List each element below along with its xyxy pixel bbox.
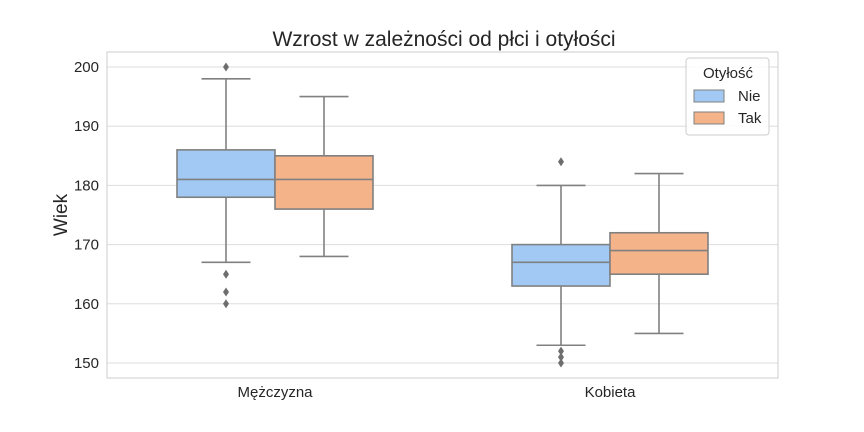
- legend-label-nie: Nie: [738, 88, 761, 105]
- y-tick-label: 190: [74, 118, 99, 135]
- y-tick-label: 150: [74, 355, 99, 372]
- y-tick-label: 160: [74, 296, 99, 313]
- box-iqr: [609, 231, 709, 275]
- box-tak-0: [274, 95, 374, 258]
- box-nie-1: [511, 157, 611, 368]
- legend-swatch-tak: [693, 111, 725, 125]
- y-tick-label: 180: [74, 177, 99, 194]
- outlier-point: [223, 62, 229, 72]
- box-iqr: [511, 243, 611, 287]
- y-tick-label: 170: [74, 237, 99, 254]
- box-nie-0: [176, 62, 276, 309]
- legend-title: Otyłość: [703, 65, 754, 82]
- box-iqr: [176, 149, 276, 199]
- box-marks: [176, 62, 709, 368]
- box-iqr: [274, 155, 374, 210]
- outlier-point: [223, 299, 229, 309]
- plot-frame: [106, 51, 779, 379]
- outlier-point: [558, 346, 564, 356]
- y-tick-label: 200: [74, 59, 99, 76]
- legend-entries: Nie Tak: [693, 88, 762, 127]
- x-tick-label: Kobieta: [585, 384, 637, 401]
- outlier-point: [558, 157, 564, 167]
- legend-swatch-nie: [693, 89, 725, 103]
- x-tick-label: Mężczyzna: [237, 384, 313, 401]
- legend-label-tak: Tak: [738, 110, 762, 127]
- legend: Otyłość Nie Tak: [685, 57, 770, 136]
- box-tak-1: [609, 172, 709, 335]
- outlier-point: [223, 287, 229, 297]
- chart-title: Wzrost w zależności od płci i otyłości: [272, 28, 615, 51]
- outlier-point: [223, 269, 229, 279]
- outlier-point: [558, 352, 564, 362]
- y-axis-label: Wiek: [51, 193, 72, 236]
- outlier-point: [558, 358, 564, 368]
- axes: 150 160 170 180 190 200 Mężczyzna Kobieta: [74, 59, 636, 401]
